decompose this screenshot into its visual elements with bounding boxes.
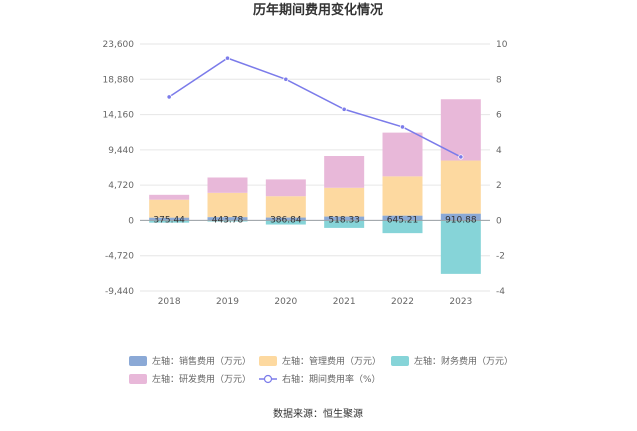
ratio-point [283,76,289,82]
legend: 左轴：销售费用（万元） 左轴：管理费用（万元） 左轴：财务费用（万元） 左轴：研发费用… [129,355,513,385]
x-tick-label: 2023 [449,297,472,307]
bar-3-2020 [265,220,306,225]
ratio-point [224,55,231,61]
x-tick-label: 2022 [391,297,414,307]
source-note: 数据来源：恒生聚源 [273,407,363,420]
bar-data-label: 645.21 [387,215,419,225]
legend-rnd-label: 左轴：研发费用（万元） [152,373,251,385]
bar-1-2018 [149,217,190,221]
bar-3-2019 [207,220,248,222]
ratio-point [458,154,464,160]
left-tick-label: 14,160 [103,111,135,121]
bar-1-2021 [324,216,365,221]
legend-ratio-swatch-marker [263,374,273,384]
legend-sales-label: 左轴：销售费用（万元） [152,355,251,367]
x-tick-label: 2019 [216,297,239,307]
x-tick-label: 2018 [158,297,181,307]
legend-finance-label: 左轴：财务费用（万元） [414,355,513,367]
left-tick-label: 23,600 [103,40,135,50]
right-tick-label: 8 [496,75,502,85]
bar-3-2022 [382,220,423,234]
right-tick-label: -2 [496,252,505,262]
bar-data-label: 386.84 [270,215,302,225]
x-tick-label: 2020 [274,297,297,307]
left-tick-label: 4,720 [108,181,134,191]
right-axis: 10 8 6 4 2 0 -2 -4 [496,40,508,297]
bar-labels: 375.44 443.78 386.84 518.33 645.21 910.88 [153,215,476,225]
bar-2-2018 [149,199,190,218]
bar-3-2021 [324,220,365,228]
bar-4-2021 [324,155,365,188]
legend-rnd-swatch [129,374,147,384]
legend-sales-swatch [129,356,147,366]
bar-2-2022 [382,176,423,216]
x-tick-label: 2021 [333,297,356,307]
ratio-polyline [168,57,462,158]
bar-4-2022 [382,132,423,177]
bar-data-label: 443.78 [212,215,244,225]
legend-finance-swatch [391,356,409,366]
bar-1-2020 [265,217,306,221]
bar-2-2023 [440,160,481,214]
bar-3-2023 [440,220,481,274]
bar-1-2019 [207,217,248,221]
left-tick-label: 9,440 [108,146,134,156]
bar-1-2023 [440,213,481,221]
bar-4-2023 [440,99,481,161]
legend-admin-label: 左轴：管理费用（万元） [282,355,381,367]
left-tick-label: -9,440 [105,287,134,297]
left-tick-label: -4,720 [105,252,134,262]
legend-admin-swatch [259,356,277,366]
bar-data-label: 910.88 [445,215,477,225]
bar-2-2021 [324,187,365,217]
ratio-point [399,124,406,130]
ratio-point [166,94,172,100]
bar-3-2018 [149,220,190,223]
bar-2-2020 [265,196,306,218]
ratio-point [341,106,347,112]
ratio-line [166,55,464,160]
bar-data-label: 375.44 [153,215,185,225]
legend-ratio-label: 右轴：期间费用率（%） [282,373,381,385]
right-tick-label: 10 [496,40,508,50]
left-tick-label: 18,880 [103,75,135,85]
bar-data-label: 518.33 [328,215,360,225]
right-tick-label: 0 [496,216,502,226]
x-axis: 2018 2019 2020 2021 2022 2023 [158,297,473,307]
right-tick-label: 6 [496,111,502,121]
bar-4-2018 [149,194,190,200]
bar-2-2019 [207,192,248,218]
bar-4-2020 [265,179,306,197]
bar-1-2022 [382,215,423,221]
left-axis: 23,600 18,880 14,160 9,440 4,720 0 -4,720 -9,44… [103,40,135,297]
right-tick-label: -4 [496,287,505,297]
bars [149,99,481,274]
bar-4-2019 [207,177,248,193]
right-tick-label: 4 [496,146,502,156]
chart-title: 历年期间费用变化情况 [253,2,383,18]
left-tick-label: 0 [128,216,134,226]
right-tick-label: 2 [496,181,502,191]
